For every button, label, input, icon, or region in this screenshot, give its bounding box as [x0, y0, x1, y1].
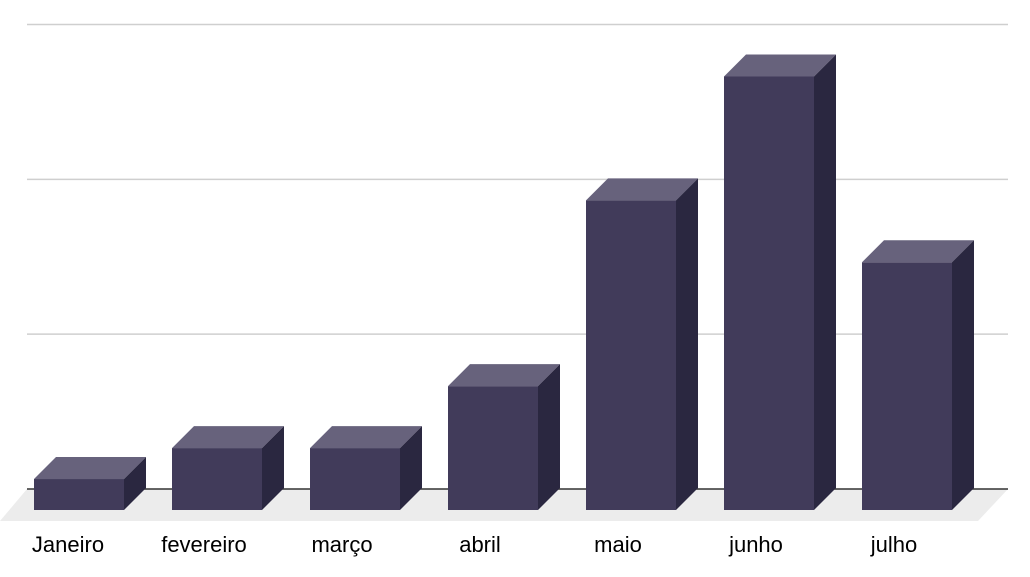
bar [724, 54, 836, 510]
bar-side [124, 457, 146, 510]
bar-front [310, 448, 400, 510]
x-tick-label: abril [459, 532, 501, 557]
bar-side [538, 364, 560, 510]
x-tick-label: Janeiro [32, 532, 104, 557]
x-tick-label: maio [594, 532, 642, 557]
bar-front [448, 386, 538, 510]
bar-top [862, 240, 974, 263]
bar-side [676, 178, 698, 511]
bar-front [172, 448, 262, 510]
x-tick-label: fevereiro [161, 532, 247, 557]
bar [172, 426, 284, 510]
bar-front [586, 200, 676, 511]
bar [586, 178, 698, 511]
bar-top [34, 457, 146, 480]
bar [34, 457, 146, 510]
x-tick-label: março [311, 532, 372, 557]
bar-front [34, 479, 124, 510]
bar-top [586, 178, 698, 201]
bar [448, 364, 560, 510]
bar-side [262, 426, 284, 510]
category-labels: Janeiro fevereiro março abril maio junho julho [32, 532, 917, 557]
bar-side [952, 240, 974, 510]
bars [34, 54, 974, 511]
bar-side [814, 54, 836, 510]
bar-front [862, 262, 952, 510]
bar-side [400, 426, 422, 510]
bar [862, 240, 974, 510]
bar-top [172, 426, 284, 449]
gridlines [27, 23, 1008, 335]
bar-top [310, 426, 422, 449]
x-tick-label: junho [728, 532, 783, 557]
bar-top [724, 54, 836, 77]
bar-top [448, 364, 560, 387]
bar-front [724, 76, 814, 510]
x-tick-label: julho [870, 532, 917, 557]
bar [310, 426, 422, 510]
